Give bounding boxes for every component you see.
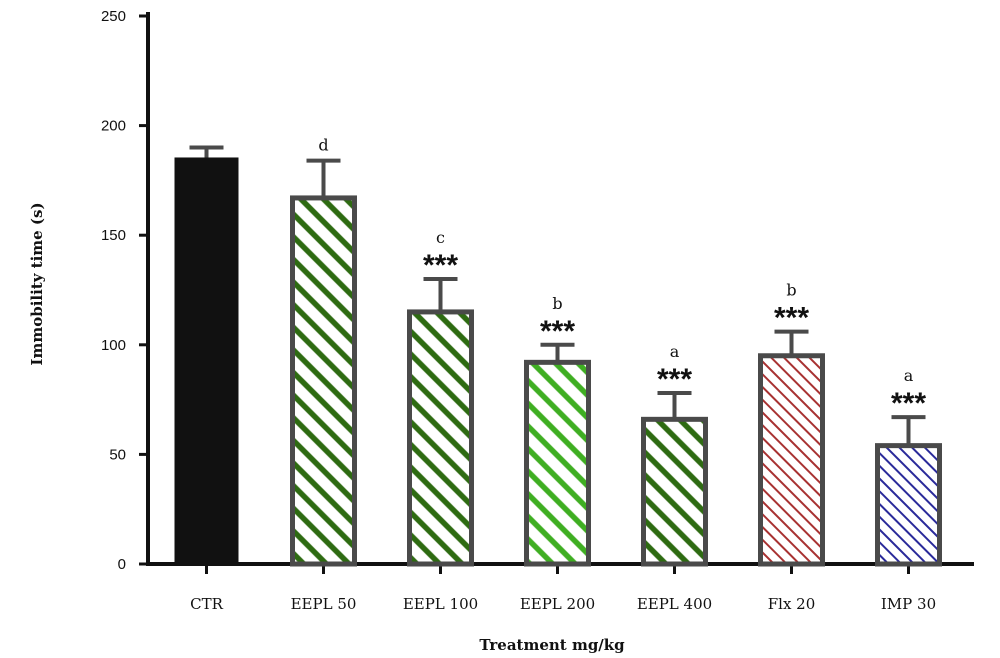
significance-label: *** xyxy=(657,363,692,396)
y-tick-label: 0 xyxy=(118,556,126,573)
x-axis-title: Treatment mg/kg xyxy=(479,636,625,654)
group-letter-label: b xyxy=(552,294,562,313)
x-tick-label: IMP 30 xyxy=(881,595,936,613)
group-letter-label: d xyxy=(318,136,328,155)
significance-label: *** xyxy=(540,315,575,348)
x-tick-label: EEPL 50 xyxy=(291,595,357,613)
bar xyxy=(641,416,708,567)
x-tick-label: Flx 20 xyxy=(768,595,816,613)
bar xyxy=(290,195,357,567)
group-letter-label: a xyxy=(904,366,914,385)
x-tick-label: EEPL 100 xyxy=(403,595,478,613)
y-tick-label: 100 xyxy=(101,337,126,354)
y-tick-label: 50 xyxy=(109,446,126,463)
bar xyxy=(758,353,825,567)
y-tick-label: 200 xyxy=(101,118,126,135)
y-axis-title: Immobility time (s) xyxy=(28,202,46,365)
bar xyxy=(174,157,239,565)
group-letter-label: a xyxy=(670,342,680,361)
bar xyxy=(875,443,942,567)
group-letter-label: c xyxy=(436,228,445,247)
bar xyxy=(407,309,474,567)
x-tick-label: EEPL 400 xyxy=(637,595,712,613)
significance-label: *** xyxy=(891,387,926,420)
bar xyxy=(524,359,591,567)
y-tick-label: 150 xyxy=(101,227,126,244)
y-tick-label: 250 xyxy=(101,8,126,25)
significance-label: *** xyxy=(774,302,809,335)
x-tick-label: EEPL 200 xyxy=(520,595,595,613)
significance-label: *** xyxy=(423,249,458,282)
group-letter-label: b xyxy=(786,281,796,300)
x-tick-label: CTR xyxy=(190,595,223,613)
